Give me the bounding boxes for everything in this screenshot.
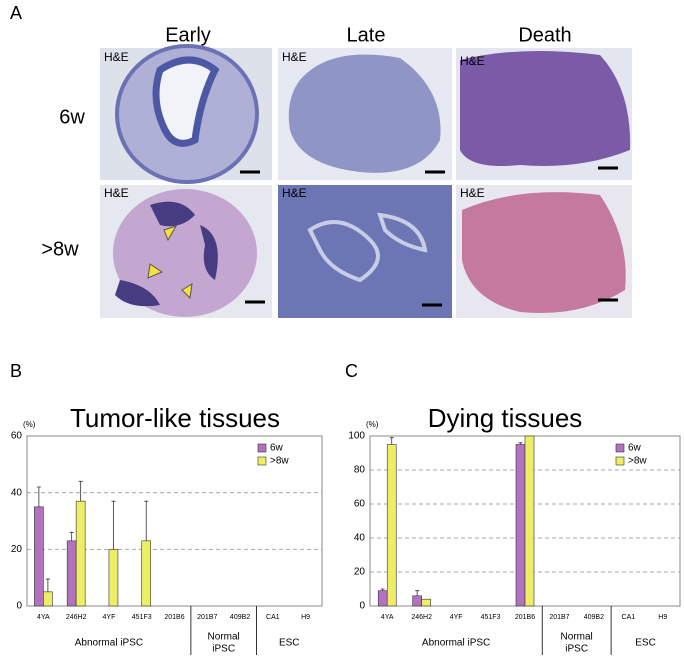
column-label: Early: [165, 24, 211, 46]
tissue: [462, 192, 626, 314]
arrowhead: [181, 283, 193, 300]
panel-label: A: [10, 3, 22, 23]
group-label: Normal: [561, 632, 593, 643]
chart-title: Tumor-like tissues: [70, 403, 280, 433]
bar: [66, 540, 77, 607]
x-tick-label: 409B2: [584, 614, 604, 621]
y-tick-label: 40: [354, 533, 366, 544]
x-tick-label: 201B6: [164, 614, 184, 621]
x-tick-label: 246H2: [66, 614, 87, 621]
micrographs: [100, 44, 632, 318]
error-bar: [380, 588, 385, 591]
tissue: [460, 51, 631, 166]
y-tick-label: 100: [348, 431, 365, 442]
x-tick-label: 201B7: [549, 614, 569, 621]
legend-swatch: [257, 443, 267, 453]
bar: [386, 444, 397, 607]
legend-label: >8w: [628, 456, 647, 467]
stain-label: H&E: [460, 54, 485, 68]
error-bar: [389, 437, 394, 445]
x-tick-label: 451F3: [132, 614, 152, 621]
x-tick-label: 409B2: [230, 614, 250, 621]
x-tick-label: 246H2: [411, 614, 432, 621]
arrowhead: [163, 225, 178, 242]
error-bar: [518, 442, 523, 445]
y-axis-label: (%): [23, 420, 36, 429]
x-tick-label: H9: [658, 614, 667, 621]
bar: [141, 540, 152, 607]
tissue: [307, 212, 428, 283]
y-axis-label: (%): [366, 420, 379, 429]
x-tick-label: CA1: [622, 614, 636, 621]
tissue: [288, 54, 441, 173]
x-tick-label: 4YF: [103, 614, 116, 621]
column-label: Late: [347, 24, 386, 46]
error-bar: [144, 500, 149, 541]
bar: [412, 595, 422, 607]
stain-label: H&E: [282, 186, 307, 200]
stain-label: H&E: [460, 186, 485, 200]
tissue: [115, 201, 218, 307]
row-label: >8w: [41, 238, 79, 260]
bar: [75, 500, 86, 607]
group-label: ESC: [279, 638, 300, 649]
panel-label: B: [10, 361, 22, 381]
y-tick-label: 20: [354, 567, 366, 578]
group-label: Abnormal iPSC: [422, 638, 490, 649]
tissue: [152, 56, 220, 147]
x-tick-label: 4YA: [381, 614, 394, 621]
tissue: [113, 189, 257, 317]
legend-swatch: [257, 456, 267, 466]
panel-label: C: [345, 361, 358, 381]
x-tick-label: 4YF: [450, 614, 463, 621]
x-tick-label: CA1: [266, 614, 280, 621]
bar: [43, 591, 53, 607]
x-tick-label: H9: [301, 614, 310, 621]
plot-frame: [26, 435, 323, 607]
chart-title: Dying tissues: [428, 403, 583, 433]
bar: [515, 444, 526, 607]
error-bar: [45, 578, 50, 592]
error-bar: [69, 531, 74, 541]
y-tick-label: 60: [354, 499, 366, 510]
x-tick-label: 451F3: [481, 614, 501, 621]
y-tick-label: 80: [354, 465, 366, 476]
group-label: Normal: [208, 632, 240, 643]
group-label: ESC: [635, 638, 656, 649]
stain-label: H&E: [104, 186, 129, 200]
x-tick-label: 201B7: [197, 614, 217, 621]
y-tick-label: 0: [359, 601, 365, 612]
bar: [377, 590, 388, 607]
group-label: iPSC: [565, 644, 588, 655]
stain-labels: H&E H&E H&E H&E H&E H&E: [104, 50, 485, 200]
bar: [524, 435, 535, 607]
y-tick-label: 20: [11, 544, 23, 555]
legend-label: 6w: [270, 443, 284, 454]
group-label: Abnormal iPSC: [75, 638, 143, 649]
stain-label: H&E: [282, 50, 307, 64]
bar: [421, 598, 431, 607]
x-tick-label: 201B6: [515, 614, 535, 621]
y-tick-label: 60: [11, 431, 23, 442]
error-bar: [78, 480, 83, 502]
column-label: Death: [518, 24, 571, 46]
group-label: iPSC: [212, 644, 235, 655]
row-label: 6w: [59, 106, 85, 128]
legend-label: >8w: [270, 456, 289, 467]
error-bar: [415, 590, 420, 596]
y-tick-label: 40: [11, 487, 23, 498]
scale-bars: [240, 166, 618, 307]
x-tick-label: 4YA: [37, 614, 50, 621]
legend-swatch: [615, 443, 625, 453]
stain-label: H&E: [104, 50, 129, 64]
arrowhead: [147, 263, 164, 279]
error-bar: [36, 486, 41, 507]
legend-swatch: [615, 456, 625, 466]
bar: [108, 549, 119, 607]
bar: [34, 506, 44, 607]
y-tick-label: 0: [16, 601, 22, 612]
legend-label: 6w: [628, 443, 642, 454]
error-bar: [111, 500, 116, 550]
